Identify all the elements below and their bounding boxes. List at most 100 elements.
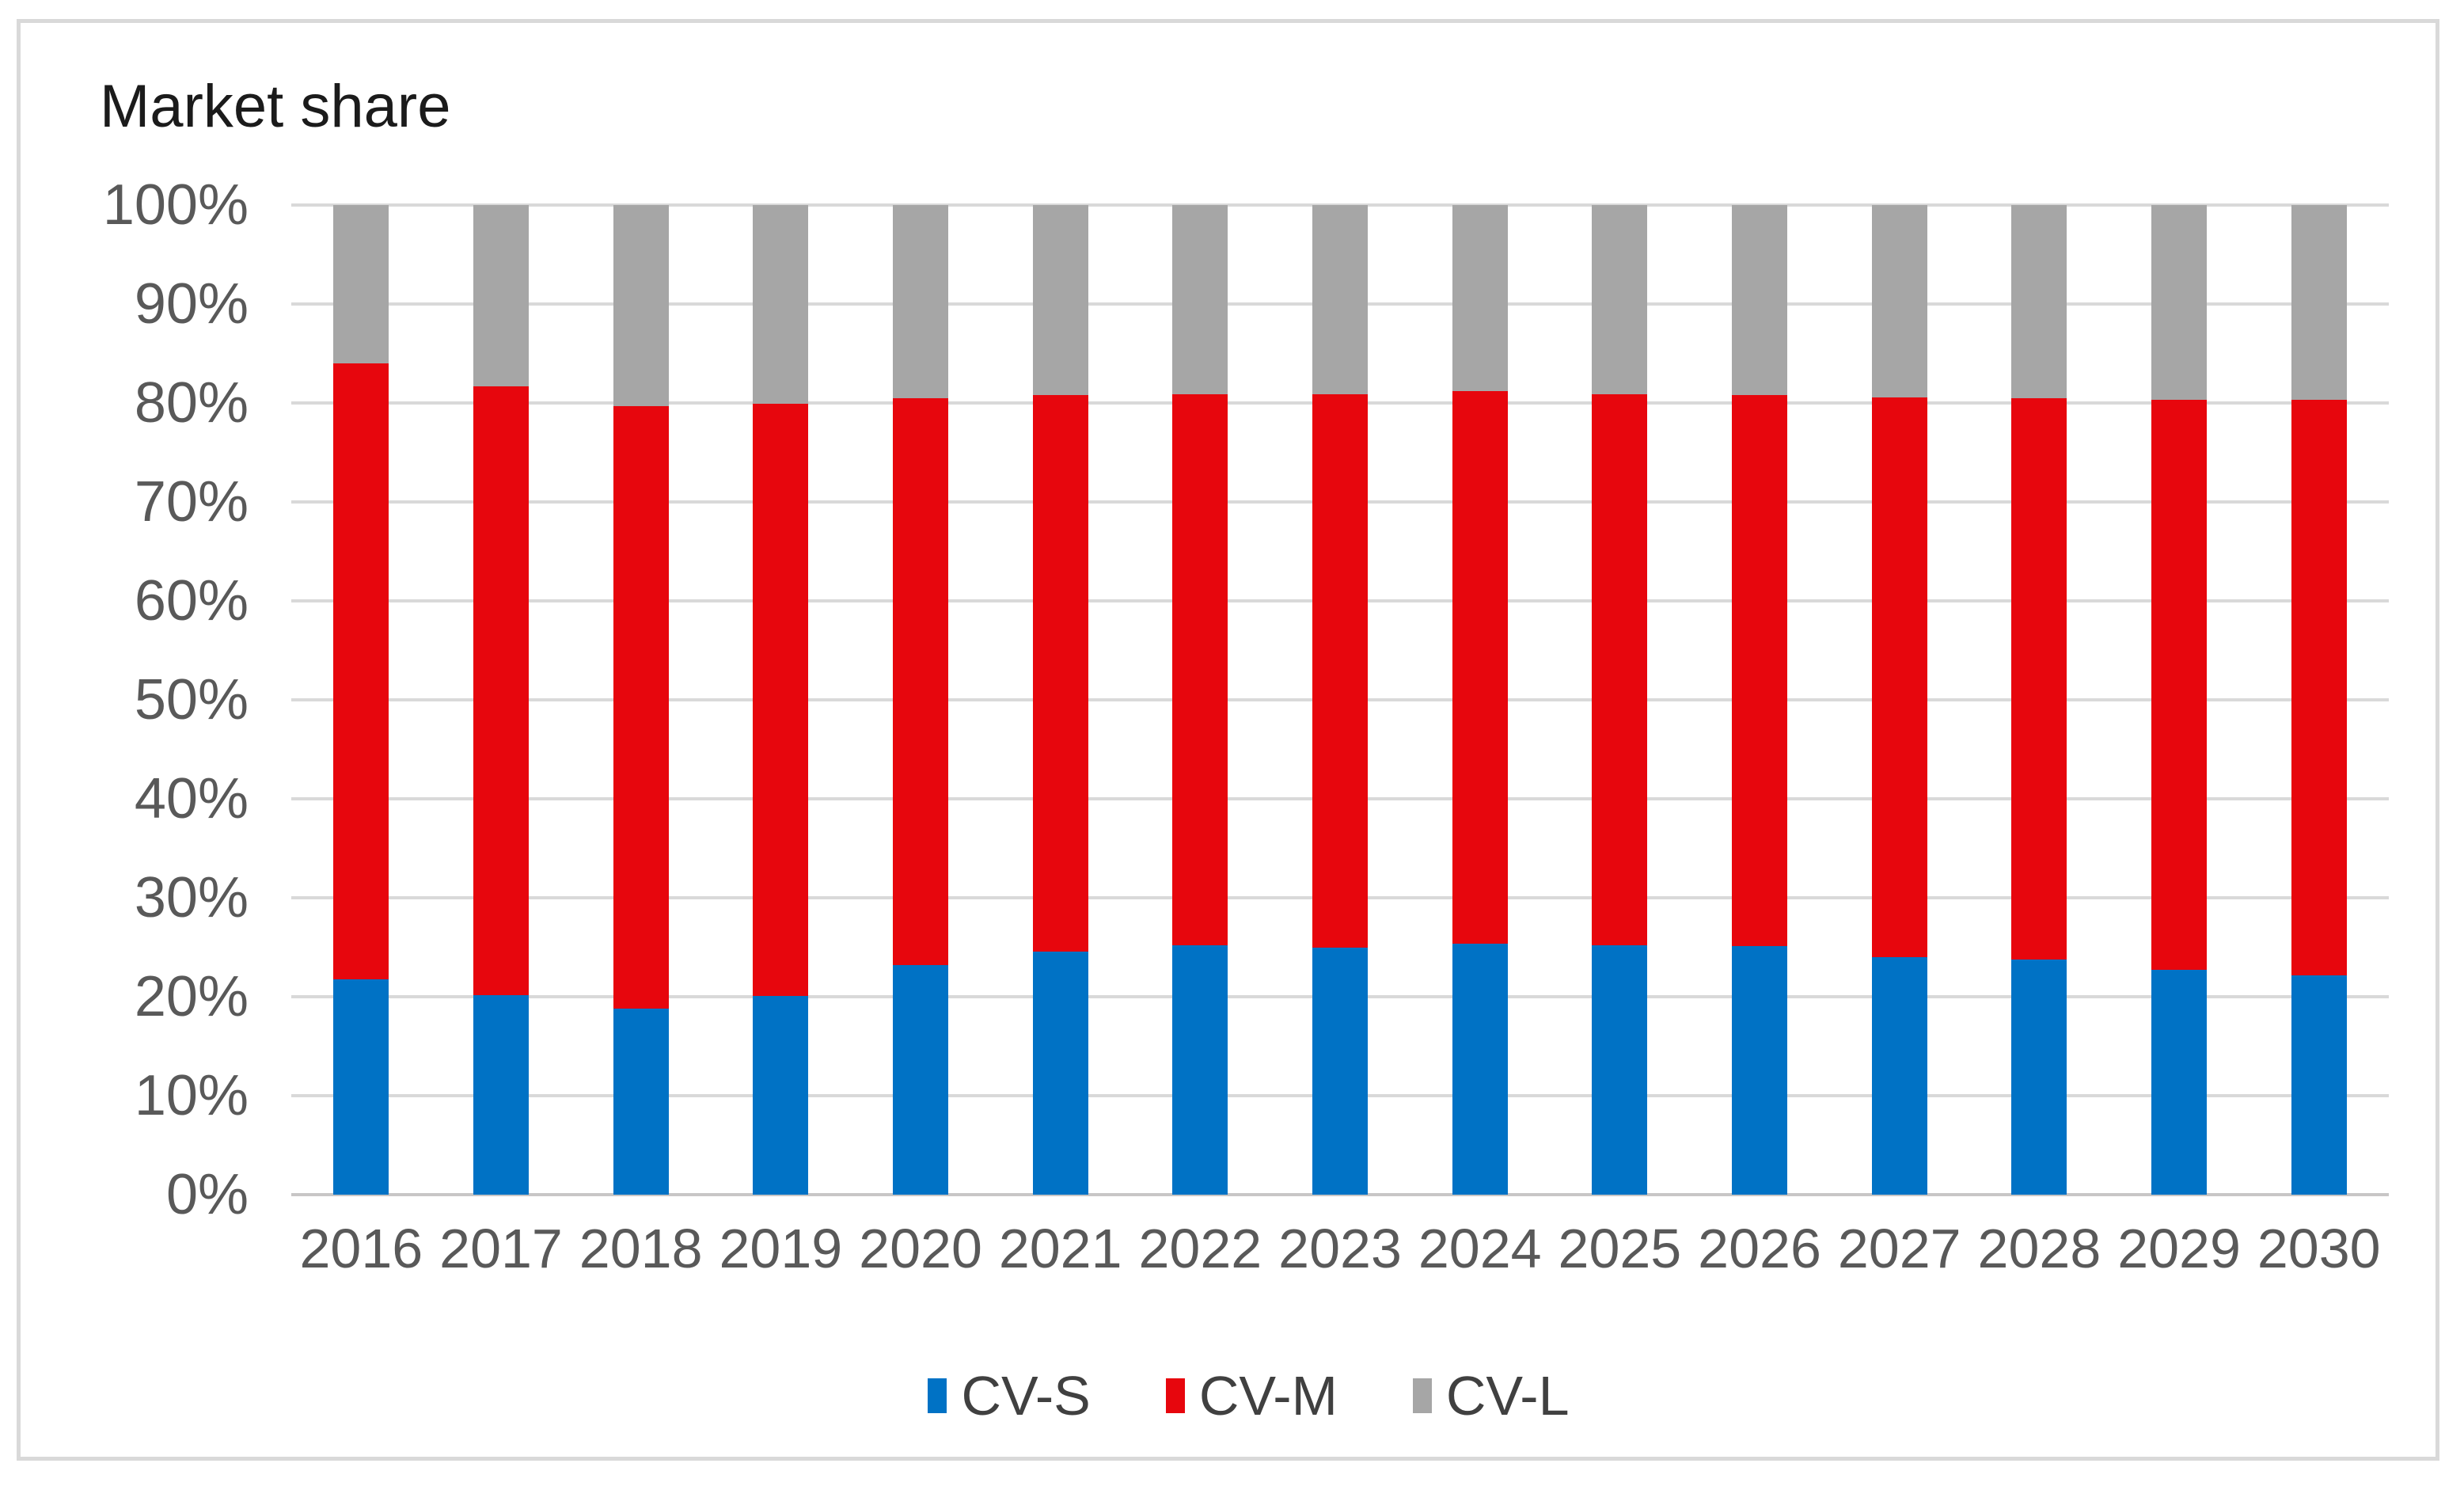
stacked-bar-2027[interactable] xyxy=(1871,205,1927,1195)
bar-segment-cv-l-2017[interactable] xyxy=(473,205,529,386)
bar-column-2017: 2017 xyxy=(431,205,571,1279)
bar-segment-cv-s-2018[interactable] xyxy=(613,1009,669,1195)
bar-segment-cv-l-2022[interactable] xyxy=(1172,205,1228,394)
legend-swatch-cv-l xyxy=(1412,1378,1432,1413)
bar-segment-cv-s-2024[interactable] xyxy=(1452,943,1508,1195)
bar-segment-cv-l-2028[interactable] xyxy=(2011,205,2067,398)
bar-column-2028: 2028 xyxy=(1969,205,2109,1279)
y-tick-label-40: 40% xyxy=(134,767,249,830)
bar-segment-cv-l-2025[interactable] xyxy=(1592,205,1648,394)
bar-segment-cv-m-2019[interactable] xyxy=(753,404,809,996)
chart-title: Market share xyxy=(100,73,451,140)
y-tick-label-10: 10% xyxy=(134,1064,249,1127)
bar-segment-cv-s-2025[interactable] xyxy=(1592,945,1648,1195)
bar-segment-cv-s-2029[interactable] xyxy=(2151,970,2208,1195)
bar-segment-cv-s-2027[interactable] xyxy=(1871,957,1927,1195)
bar-column-2030: 2030 xyxy=(2249,205,2389,1279)
stacked-bar-2022[interactable] xyxy=(1172,205,1228,1195)
x-tick-label-2017: 2017 xyxy=(439,1218,563,1279)
x-tick-label-2020: 2020 xyxy=(859,1218,982,1279)
legend: CV-S CV-M CV-L xyxy=(37,1364,2460,1427)
bar-column-2026: 2026 xyxy=(1690,205,1830,1279)
bar-column-2019: 2019 xyxy=(711,205,851,1279)
bar-segment-cv-m-2025[interactable] xyxy=(1592,393,1648,945)
bar-column-2022: 2022 xyxy=(1130,205,1270,1279)
bar-segment-cv-m-2024[interactable] xyxy=(1452,391,1508,944)
x-tick-label-2021: 2021 xyxy=(998,1218,1122,1279)
bar-segment-cv-l-2021[interactable] xyxy=(1032,205,1088,395)
y-tick-label-20: 20% xyxy=(134,965,249,1028)
stacked-bar-2023[interactable] xyxy=(1312,205,1369,1195)
bar-segment-cv-m-2022[interactable] xyxy=(1172,393,1228,945)
bar-segment-cv-m-2027[interactable] xyxy=(1871,397,1927,957)
bar-segment-cv-l-2024[interactable] xyxy=(1452,205,1508,391)
bar-segment-cv-s-2022[interactable] xyxy=(1172,945,1228,1195)
bar-segment-cv-s-2017[interactable] xyxy=(473,994,529,1195)
bar-segment-cv-s-2016[interactable] xyxy=(333,979,389,1195)
legend-swatch-cv-m xyxy=(1165,1378,1185,1413)
legend-item-cv-l[interactable]: CV-L xyxy=(1412,1364,1570,1427)
chart-panel: Market share 0% 10% 20% 30% 40% 50% 60% 70% 80% 9… xyxy=(17,19,2439,1461)
bar-segment-cv-m-2016[interactable] xyxy=(333,363,389,979)
bar-segment-cv-s-2030[interactable] xyxy=(2291,975,2347,1195)
bar-segment-cv-m-2023[interactable] xyxy=(1312,393,1369,948)
bar-segment-cv-s-2028[interactable] xyxy=(2011,959,2067,1195)
bar-segment-cv-m-2026[interactable] xyxy=(1732,395,1788,947)
legend-label-cv-l: CV-L xyxy=(1445,1365,1570,1427)
stacked-bar-2021[interactable] xyxy=(1032,205,1088,1195)
legend-label-cv-s: CV-S xyxy=(961,1365,1091,1427)
legend-item-cv-m[interactable]: CV-M xyxy=(1165,1364,1338,1427)
bar-segment-cv-l-2019[interactable] xyxy=(753,205,809,405)
stacked-bar-2030[interactable] xyxy=(2291,205,2347,1195)
stacked-bar-2018[interactable] xyxy=(613,205,669,1195)
bar-segment-cv-s-2020[interactable] xyxy=(893,965,949,1195)
stacked-bar-2024[interactable] xyxy=(1452,205,1508,1195)
bar-segment-cv-l-2018[interactable] xyxy=(613,205,669,406)
bar-segment-cv-m-2020[interactable] xyxy=(893,397,949,965)
x-tick-label-2019: 2019 xyxy=(719,1218,843,1279)
bar-segment-cv-l-2023[interactable] xyxy=(1312,205,1369,394)
bar-segment-cv-m-2030[interactable] xyxy=(2291,400,2347,975)
stacked-bar-2026[interactable] xyxy=(1732,205,1788,1195)
legend-item-cv-s[interactable]: CV-S xyxy=(928,1364,1091,1427)
x-axis-line xyxy=(291,1193,2389,1196)
bar-segment-cv-m-2017[interactable] xyxy=(473,386,529,995)
bar-segment-cv-l-2027[interactable] xyxy=(1871,205,1927,397)
x-tick-label-2029: 2029 xyxy=(2117,1218,2241,1279)
y-axis-labels: 0% 10% 20% 30% 40% 50% 60% 70% 80% 90% 100% xyxy=(21,173,249,1226)
bar-segment-cv-m-2018[interactable] xyxy=(613,405,669,1009)
stacked-bar-2016[interactable] xyxy=(333,205,389,1195)
y-tick-label-70: 70% xyxy=(134,470,249,534)
bar-segment-cv-l-2030[interactable] xyxy=(2291,205,2347,401)
bar-segment-cv-m-2021[interactable] xyxy=(1032,395,1088,952)
stacked-bar-2017[interactable] xyxy=(473,205,529,1195)
x-tick-label-2025: 2025 xyxy=(1558,1218,1682,1279)
bar-segment-cv-l-2029[interactable] xyxy=(2151,205,2208,401)
stacked-bar-2025[interactable] xyxy=(1592,205,1648,1195)
bar-column-2016: 2016 xyxy=(291,205,431,1279)
bar-segment-cv-s-2021[interactable] xyxy=(1032,951,1088,1195)
bar-segment-cv-s-2026[interactable] xyxy=(1732,946,1788,1195)
x-tick-label-2022: 2022 xyxy=(1138,1218,1262,1279)
x-tick-label-2016: 2016 xyxy=(299,1218,423,1279)
y-tick-label-90: 90% xyxy=(134,272,249,336)
x-tick-label-2018: 2018 xyxy=(579,1218,703,1279)
bar-segment-cv-m-2029[interactable] xyxy=(2151,400,2208,971)
stacked-bar-2028[interactable] xyxy=(2011,205,2067,1195)
bar-segment-cv-l-2016[interactable] xyxy=(333,205,389,363)
bar-column-2029: 2029 xyxy=(2109,205,2249,1279)
bar-column-2018: 2018 xyxy=(571,205,711,1279)
stacked-bar-2020[interactable] xyxy=(893,205,949,1195)
x-tick-label-2024: 2024 xyxy=(1418,1218,1542,1279)
legend-swatch-cv-s xyxy=(928,1378,947,1413)
stacked-bar-2029[interactable] xyxy=(2151,205,2208,1195)
bar-segment-cv-m-2028[interactable] xyxy=(2011,397,2067,960)
legend-label-cv-m: CV-M xyxy=(1198,1365,1338,1427)
stacked-bar-2019[interactable] xyxy=(753,205,809,1195)
bar-segment-cv-l-2026[interactable] xyxy=(1732,205,1788,395)
bar-segment-cv-l-2020[interactable] xyxy=(893,205,949,398)
bar-column-2021: 2021 xyxy=(990,205,1130,1279)
x-tick-label-2028: 2028 xyxy=(1977,1218,2101,1279)
bar-segment-cv-s-2019[interactable] xyxy=(753,995,809,1195)
bar-segment-cv-s-2023[interactable] xyxy=(1312,947,1369,1195)
